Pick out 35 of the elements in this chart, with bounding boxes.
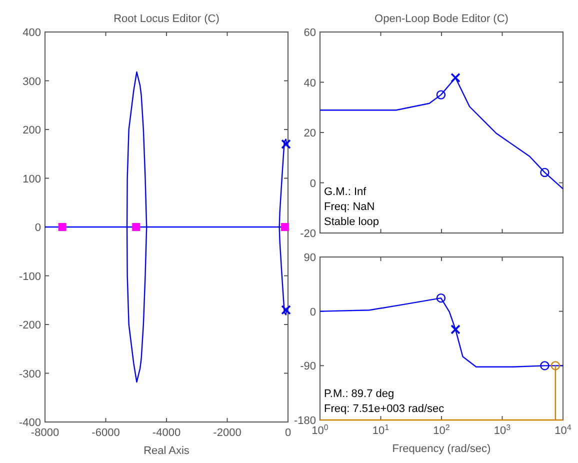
annotation: Stable loop (324, 216, 380, 228)
y-tick-label: 200 (22, 124, 41, 136)
y-tick-label: -90 (300, 360, 316, 373)
annotation: Freq: 7.51e+003 rad/sec (324, 403, 445, 415)
x-tick-label: -4000 (152, 427, 181, 439)
y-tick-label: 300 (22, 76, 41, 88)
y-tick-label: 40 (304, 77, 316, 90)
chart-title: Root Locus Editor (C) (114, 13, 220, 25)
y-tick-label: -300 (18, 368, 41, 380)
y-tick-label: 0 (34, 222, 41, 234)
x-tick-label: 10$^{4}$ (554, 422, 572, 437)
y-tick-label: 60 (304, 27, 316, 39)
y-tick-label: 20 (304, 128, 316, 140)
y-tick-label: 400 (22, 27, 41, 39)
x-axis-title: Frequency (rad/sec) (392, 443, 491, 455)
annotation: P.M.: 89.7 deg (324, 388, 394, 400)
y-tick-label: 100 (22, 173, 41, 186)
x-tick-label: 0 (284, 427, 292, 439)
y-tick-label: 0 (310, 178, 316, 190)
y-tick-label: 0 (310, 306, 316, 318)
y-tick-label: -20 (300, 228, 316, 240)
y-tick-label: -200 (18, 320, 41, 332)
y-tick-label: -100 (18, 270, 41, 283)
chart-title: Open-Loop Bode Editor (C) (374, 13, 508, 25)
x-tick-label: -8000 (30, 427, 60, 439)
y-tick-label: -400 (18, 417, 41, 429)
x-tick-label: 10$^{2}$ (433, 422, 450, 437)
annotation: G.M.: Inf (324, 186, 368, 198)
y-tick-label: 90 (304, 252, 316, 264)
annotation: Freq: NaN (324, 201, 375, 213)
x-tick-label: -2000 (213, 427, 242, 439)
x-tick-label: -6000 (92, 427, 120, 439)
x-tick-label: 10$^{1}$ (372, 422, 390, 437)
x-axis-title: Real Axis (144, 445, 190, 457)
x-tick-label: 10$^{3}$ (494, 422, 512, 437)
